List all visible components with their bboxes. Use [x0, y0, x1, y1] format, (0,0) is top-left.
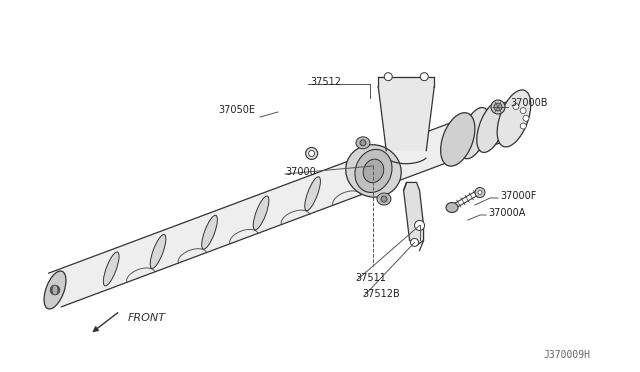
Ellipse shape [150, 234, 166, 269]
Text: 37000F: 37000F [500, 191, 536, 201]
Ellipse shape [411, 238, 419, 246]
Ellipse shape [356, 157, 372, 191]
Ellipse shape [497, 90, 531, 147]
Text: 37512B: 37512B [362, 289, 400, 299]
Ellipse shape [364, 159, 384, 183]
Ellipse shape [51, 286, 59, 294]
Polygon shape [49, 102, 520, 307]
Text: 37000: 37000 [285, 167, 316, 177]
Ellipse shape [520, 108, 526, 113]
Polygon shape [404, 182, 424, 246]
Ellipse shape [305, 177, 321, 211]
Text: 37512: 37512 [310, 77, 341, 87]
Ellipse shape [44, 271, 66, 309]
Ellipse shape [50, 287, 60, 293]
Ellipse shape [381, 196, 387, 202]
Ellipse shape [415, 221, 424, 230]
Text: 37511: 37511 [355, 273, 386, 283]
Ellipse shape [306, 147, 317, 160]
Ellipse shape [51, 286, 59, 295]
Ellipse shape [477, 101, 506, 153]
Ellipse shape [523, 115, 529, 121]
Ellipse shape [202, 215, 218, 249]
Ellipse shape [513, 103, 519, 110]
Ellipse shape [446, 202, 458, 212]
Ellipse shape [104, 252, 119, 286]
Text: J370009H: J370009H [543, 350, 590, 360]
Text: FRONT: FRONT [128, 313, 166, 323]
Ellipse shape [346, 145, 401, 197]
Ellipse shape [478, 190, 482, 195]
Ellipse shape [52, 285, 58, 295]
Ellipse shape [377, 193, 391, 205]
Ellipse shape [494, 103, 502, 111]
Ellipse shape [460, 108, 490, 159]
Ellipse shape [360, 140, 366, 146]
Text: 37000A: 37000A [488, 208, 525, 218]
Ellipse shape [50, 287, 60, 293]
Text: 37000B: 37000B [510, 98, 547, 108]
Ellipse shape [355, 150, 392, 192]
Ellipse shape [440, 113, 475, 166]
Ellipse shape [384, 73, 392, 81]
Ellipse shape [491, 100, 505, 114]
Ellipse shape [308, 150, 315, 157]
Ellipse shape [356, 137, 370, 149]
Text: 37050E: 37050E [218, 105, 255, 115]
Polygon shape [378, 77, 435, 151]
Ellipse shape [520, 123, 526, 129]
Ellipse shape [420, 73, 428, 81]
Ellipse shape [443, 114, 472, 165]
Ellipse shape [475, 187, 485, 198]
Ellipse shape [253, 196, 269, 230]
